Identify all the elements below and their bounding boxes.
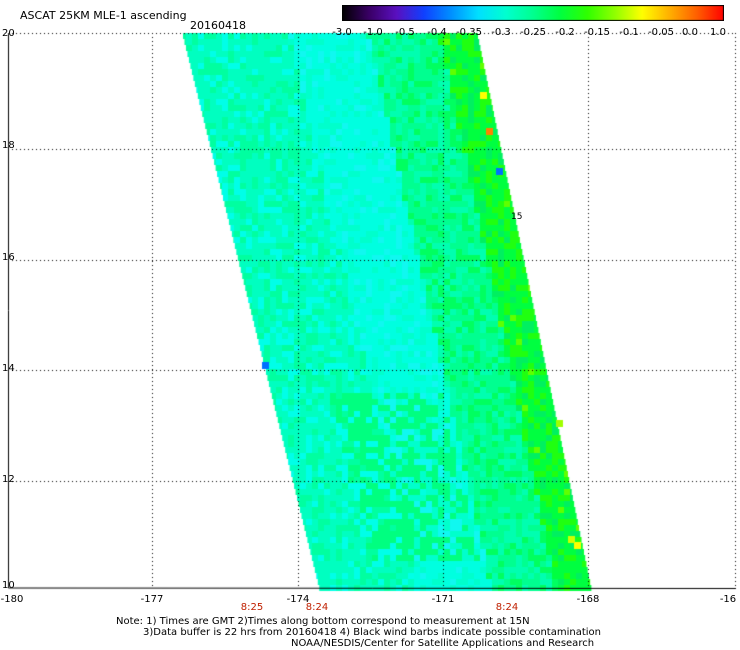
lat-label: 12 — [2, 474, 15, 485]
lat-label: 20 — [2, 28, 15, 39]
time-label: 8:25 — [240, 602, 264, 613]
colorbar-label: -0.1 — [619, 27, 639, 38]
colorbar-label: -0.5 — [395, 27, 415, 38]
colorbar-label: -0.25 — [520, 27, 546, 38]
colorbar-label: -0.4 — [427, 27, 447, 38]
chart-title: ASCAT 25KM MLE-1 ascending — [20, 9, 187, 22]
colorbar-label: -0.3 — [491, 27, 511, 38]
lat-label: 16 — [2, 252, 15, 263]
lon-label: -171 — [431, 594, 455, 605]
colorbar — [342, 5, 724, 21]
colorbar-label: -1.0 — [363, 27, 383, 38]
colorbar-label: -0.2 — [555, 27, 575, 38]
colorbar-label: 0.0 — [682, 27, 698, 38]
colorbar-label: -0.05 — [648, 27, 674, 38]
note-line-2: 3)Data buffer is 22 hrs from 20160418 4)… — [143, 627, 601, 638]
lon-label: -177 — [140, 594, 164, 605]
time-label: 8:24 — [305, 602, 329, 613]
lon-label: -174 — [286, 594, 310, 605]
region-marker: 15 — [511, 212, 523, 222]
lon-label: -180 — [0, 594, 24, 605]
lat-label: 10 — [2, 580, 15, 591]
colorbar-label: 1.0 — [710, 27, 726, 38]
lon-label: -16 — [719, 594, 737, 605]
lat-label: 14 — [2, 363, 15, 374]
note-line-3: NOAA/NESDIS/Center for Satellite Applica… — [291, 638, 595, 649]
note-line-1: Note: 1) Times are GMT 2)Times along bot… — [116, 616, 530, 627]
lat-label: 18 — [2, 140, 15, 151]
colorbar-label: -0.35 — [456, 27, 482, 38]
chart-date: 20160418 — [190, 19, 246, 32]
lon-label: -168 — [576, 594, 600, 605]
colorbar-label: -0.15 — [584, 27, 610, 38]
colorbar-label: -3.0 — [332, 27, 352, 38]
time-label: 8:24 — [495, 602, 519, 613]
